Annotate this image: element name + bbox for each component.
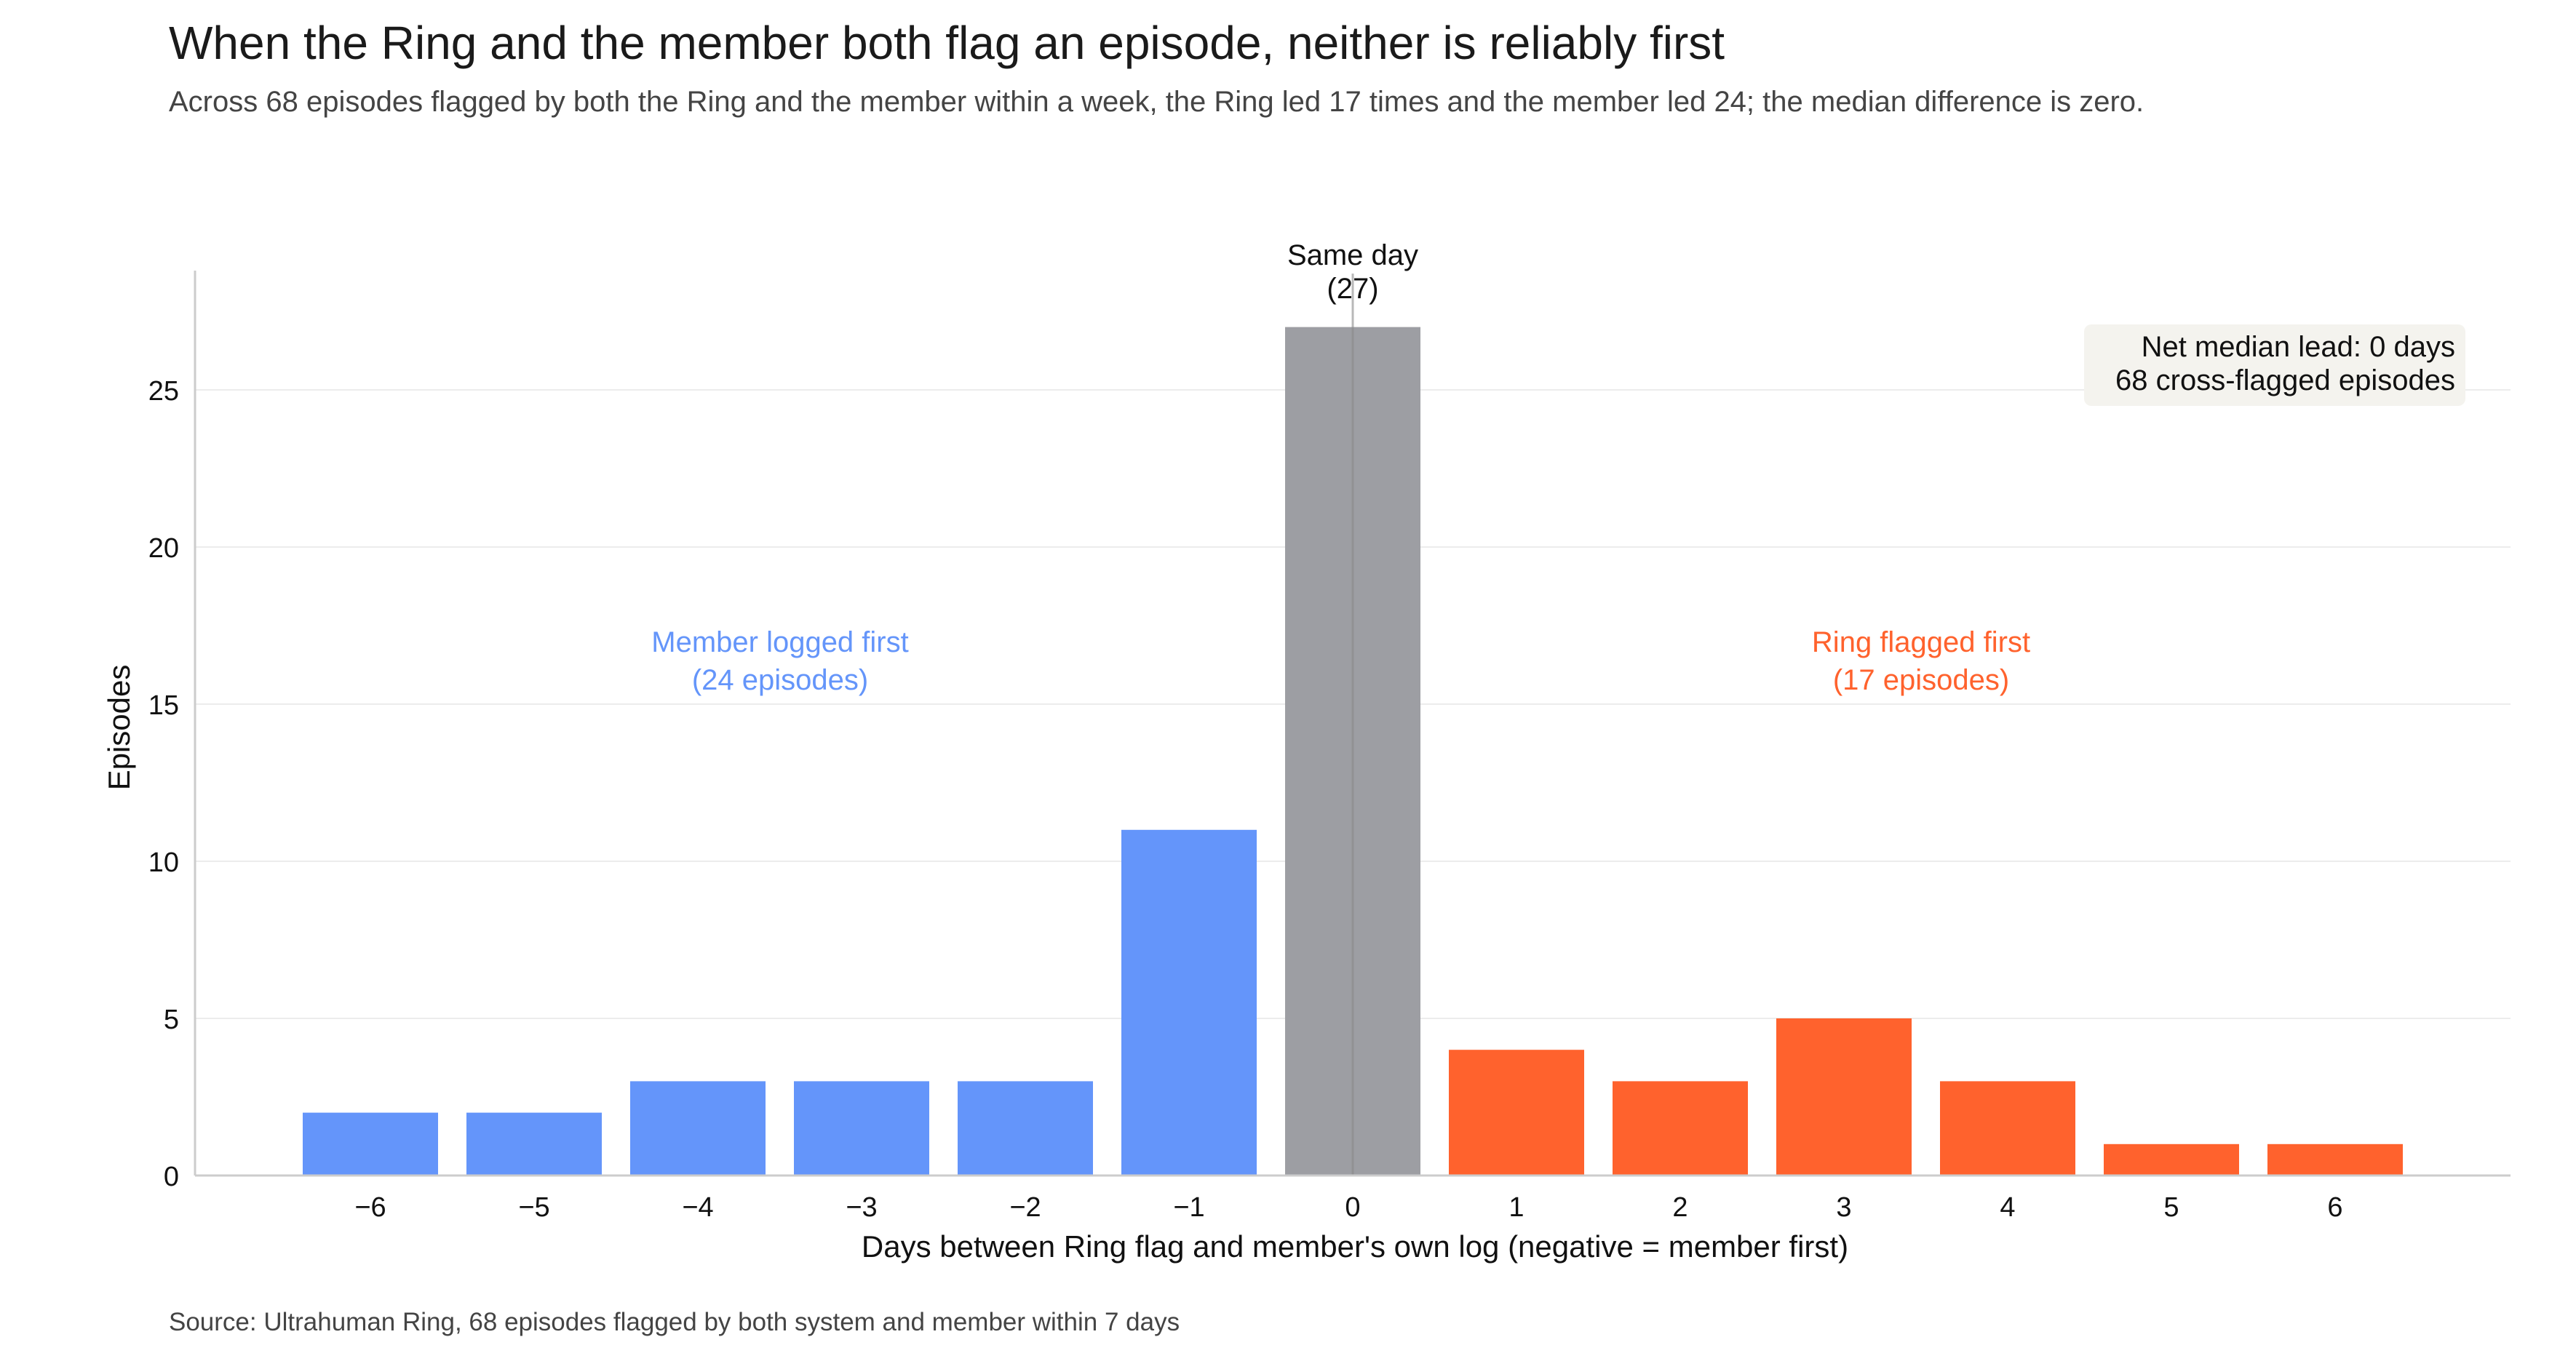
summary-episode-count: 68 cross-flagged episodes [2115, 364, 2455, 396]
chart-subtitle: Across 68 episodes flagged by both the R… [169, 86, 2144, 118]
y-tick-label: 20 [148, 533, 179, 564]
x-tick-label: −1 [1173, 1192, 1204, 1223]
same-day-count: (27) [1327, 273, 1378, 305]
axes: 0 5 10 15 20 25 −6 −5 −4 −3 −2 −1 0 1 2 3 4 5 6 [148, 271, 2511, 1223]
summary-median-lead: Net median lead: 0 days [2142, 331, 2455, 363]
x-tick-label: 0 [1345, 1192, 1360, 1223]
x-tick-label: −4 [682, 1192, 713, 1223]
source-note: Source: Ultrahuman Ring, 68 episodes fla… [169, 1308, 1180, 1336]
member-first-count: (24 episodes) [692, 664, 868, 696]
y-tick-label: 0 [164, 1162, 179, 1192]
same-day-label: Same day [1287, 239, 1418, 271]
x-tick-label: −6 [354, 1192, 386, 1223]
bar [2104, 1144, 2239, 1176]
summary-box [2084, 324, 2465, 406]
y-tick-label: 15 [148, 690, 179, 721]
x-tick-label: 6 [2327, 1192, 2342, 1223]
bar [2267, 1144, 2403, 1176]
bar [1121, 829, 1257, 1176]
bar [630, 1081, 766, 1176]
x-tick-label: 5 [2163, 1192, 2179, 1223]
labels: Days between Ring flag and member's own … [102, 239, 2465, 1264]
x-tick-label: 2 [1672, 1192, 1687, 1223]
bar [303, 1112, 438, 1176]
bar [1776, 1018, 1912, 1176]
member-first-label: Member logged first [651, 626, 908, 658]
bar [1940, 1081, 2075, 1176]
y-tick-label: 5 [164, 1005, 179, 1035]
x-tick-label: 1 [1508, 1192, 1524, 1223]
y-axis-title: Episodes [102, 665, 136, 791]
bar [1449, 1050, 1584, 1176]
bar [466, 1112, 602, 1176]
bar [958, 1081, 1093, 1176]
ring-first-count: (17 episodes) [1833, 664, 2009, 696]
x-tick-label: −2 [1009, 1192, 1041, 1223]
y-tick-label: 10 [148, 847, 179, 878]
x-tick-label: 3 [1836, 1192, 1851, 1223]
bar [1613, 1081, 1748, 1176]
x-axis-title: Days between Ring flag and member's own … [862, 1229, 1848, 1264]
bar [794, 1081, 929, 1176]
ring-first-label: Ring flagged first [1812, 626, 2030, 658]
chart-title: When the Ring and the member both flag a… [169, 17, 1725, 69]
x-tick-label: 4 [2000, 1192, 2015, 1223]
y-tick-label: 25 [148, 376, 179, 407]
x-tick-label: −3 [846, 1192, 877, 1223]
x-tick-label: −5 [518, 1192, 549, 1223]
